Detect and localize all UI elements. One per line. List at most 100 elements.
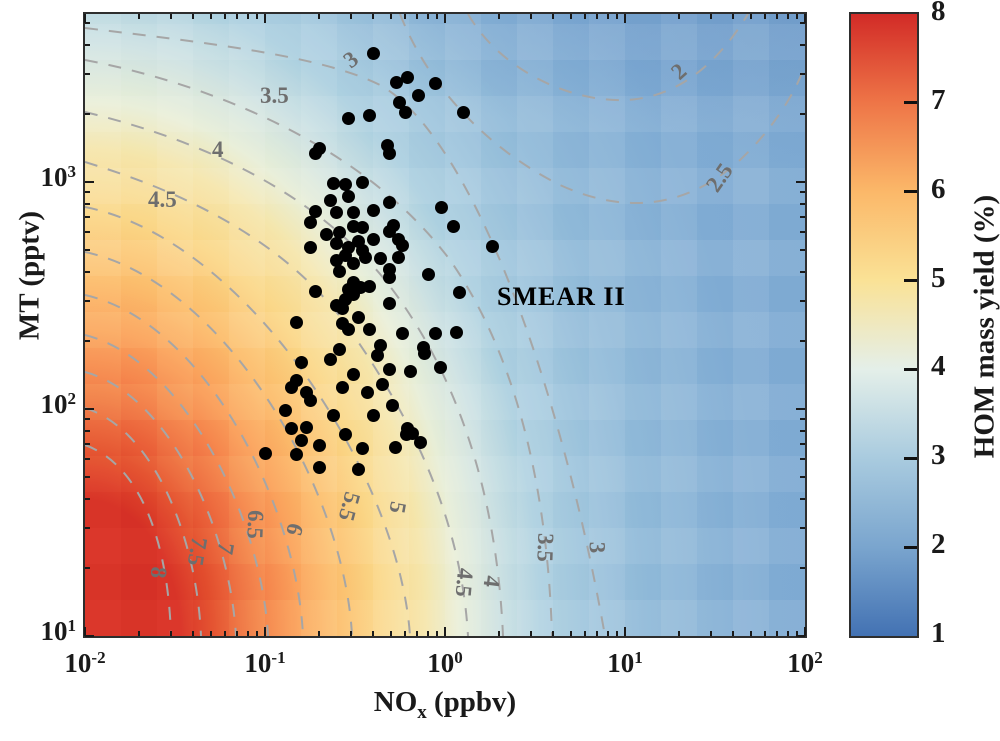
colorbar-tick <box>904 279 917 283</box>
axis-tick <box>85 339 90 342</box>
axis-tick <box>372 14 375 19</box>
scatter-point <box>341 323 355 337</box>
axis-tick <box>255 14 258 19</box>
axis-tick <box>264 14 266 23</box>
scatter-point <box>308 205 322 219</box>
scatter-point <box>326 408 340 422</box>
scatter-point <box>366 203 380 217</box>
axis-tick <box>596 631 599 636</box>
scatter-point <box>456 105 470 119</box>
axis-tick <box>552 14 555 19</box>
axis-tick <box>764 14 767 19</box>
scatter-point <box>351 463 365 477</box>
scatter-point <box>418 347 432 361</box>
scatter-point <box>279 403 292 417</box>
axis-tick <box>615 14 618 19</box>
contour-line-2 <box>467 14 749 102</box>
axis-tick <box>678 631 681 636</box>
axis-tick <box>85 44 90 47</box>
axis-tick <box>800 271 805 274</box>
colorbar-tick-label: 4 <box>931 350 946 383</box>
scatter-point <box>304 240 318 254</box>
scatter-point <box>333 265 347 279</box>
contour-line-5-5 <box>85 251 353 636</box>
axis-tick <box>84 14 86 23</box>
scatter-point <box>390 75 404 89</box>
contour-line-2-5 <box>399 14 805 204</box>
axis-tick <box>255 631 258 636</box>
contour-label: 7.5 <box>182 535 213 568</box>
y-axis-label: MT (pptv) <box>13 210 46 341</box>
scatter-point <box>341 190 355 204</box>
scatter-point <box>428 76 442 90</box>
scatter-point <box>284 381 298 395</box>
scatter-point <box>333 343 347 357</box>
axis-tick <box>800 476 805 479</box>
axis-tick <box>796 635 805 637</box>
axis-tick <box>800 22 805 25</box>
scatter-point <box>395 326 409 340</box>
colorbar-tick-label: 6 <box>931 172 946 205</box>
axis-tick <box>800 443 805 446</box>
axis-tick <box>800 191 805 194</box>
axis-tick <box>624 14 626 23</box>
axis-tick <box>85 72 90 75</box>
x-axis-label-subscript: x <box>417 701 427 723</box>
colorbar-tick-label: 7 <box>931 83 946 116</box>
axis-tick <box>416 14 419 19</box>
axis-tick <box>85 418 90 421</box>
axis-tick <box>776 631 779 636</box>
contour-label: 8 <box>145 565 172 580</box>
scatter-point <box>362 108 376 122</box>
scatter-point <box>360 386 374 400</box>
scatter-point <box>366 408 380 422</box>
smear-ii-annotation: SMEAR II <box>497 282 626 311</box>
axis-tick <box>678 14 681 19</box>
axis-tick <box>800 418 805 421</box>
axis-tick <box>416 631 419 636</box>
scatter-point <box>308 284 322 298</box>
axis-tick <box>796 408 805 411</box>
axis-tick <box>246 631 249 636</box>
axis-tick <box>85 22 90 25</box>
scatter-point <box>362 279 376 293</box>
axis-tick <box>776 14 779 19</box>
scatter-point <box>290 448 304 462</box>
colorbar-tick-label: 8 <box>931 0 946 27</box>
scatter-point <box>485 239 499 253</box>
axis-tick <box>709 631 712 636</box>
axis-tick <box>584 14 587 19</box>
axis-tick <box>795 14 798 19</box>
axis-tick <box>624 627 626 636</box>
axis-tick <box>732 631 735 636</box>
axis-tick <box>804 627 806 636</box>
scatter-point <box>385 398 399 412</box>
contour-line-6 <box>85 294 304 636</box>
scatter-point <box>382 296 396 310</box>
scatter-point <box>290 316 304 330</box>
axis-tick <box>224 14 227 19</box>
axis-tick <box>795 631 798 636</box>
scatter-point <box>346 287 360 301</box>
axis-tick <box>192 631 195 636</box>
contour-label: 4.5 <box>450 567 479 598</box>
scatter-point <box>323 353 337 367</box>
colorbar-tick <box>904 190 917 194</box>
scatter-point <box>388 440 402 454</box>
axis-tick <box>584 631 587 636</box>
axis-tick <box>404 14 407 19</box>
axis-tick <box>498 631 501 636</box>
scatter-point <box>411 88 425 102</box>
x-tick-label: 101 <box>607 647 643 678</box>
contour-label: 3.5 <box>532 532 559 563</box>
scatter-point <box>358 250 372 264</box>
y-tick-label: 101 <box>40 615 77 646</box>
axis-tick <box>435 631 438 636</box>
scatter-point <box>312 461 326 475</box>
axis-tick <box>85 216 90 219</box>
contour-line-4-5 <box>85 161 469 636</box>
scatter-point <box>398 105 412 119</box>
scatter-point <box>338 428 352 442</box>
scatter-point <box>376 378 390 392</box>
scatter-point <box>362 323 376 337</box>
